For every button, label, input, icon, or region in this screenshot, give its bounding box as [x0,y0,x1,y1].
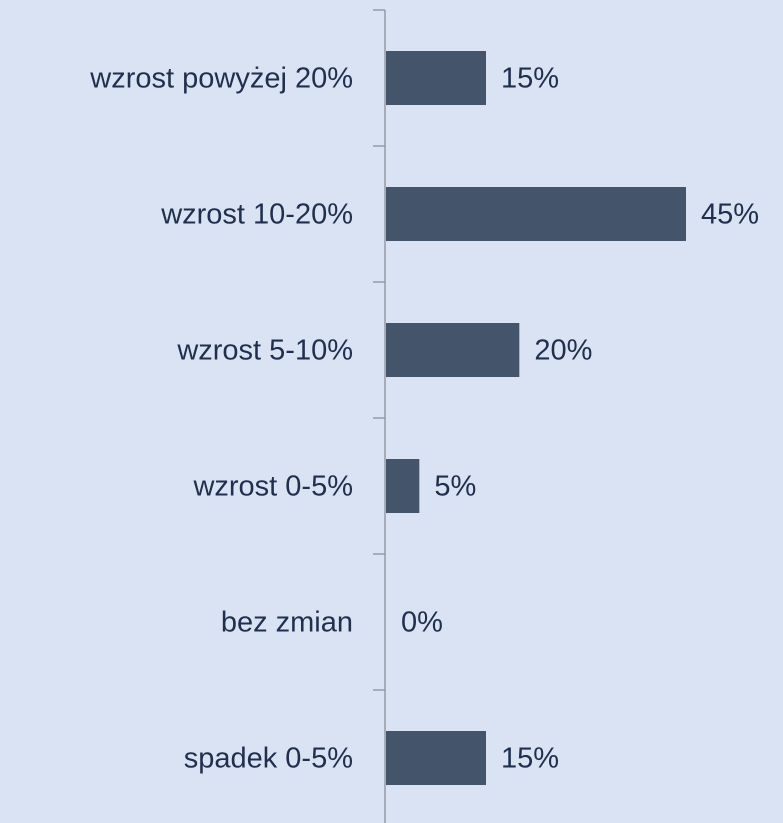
category-label: wzrost 5-10% [176,335,353,367]
category-label: wzrost 0-5% [192,471,353,503]
value-label: 45% [701,199,759,231]
category-label: bez zmian [221,607,353,639]
bar [386,731,486,785]
value-label: 15% [501,743,559,775]
category-label: wzrost 10-20% [160,199,353,231]
bar [386,323,520,377]
value-label: 0% [401,607,443,639]
value-label: 5% [434,471,476,503]
bar [386,51,486,105]
bar [386,459,420,513]
category-label: wzrost powyżej 20% [89,63,353,95]
value-label: 15% [501,63,559,95]
category-label: spadek 0-5% [184,743,353,775]
value-label: 20% [534,335,592,367]
bar [386,187,686,241]
